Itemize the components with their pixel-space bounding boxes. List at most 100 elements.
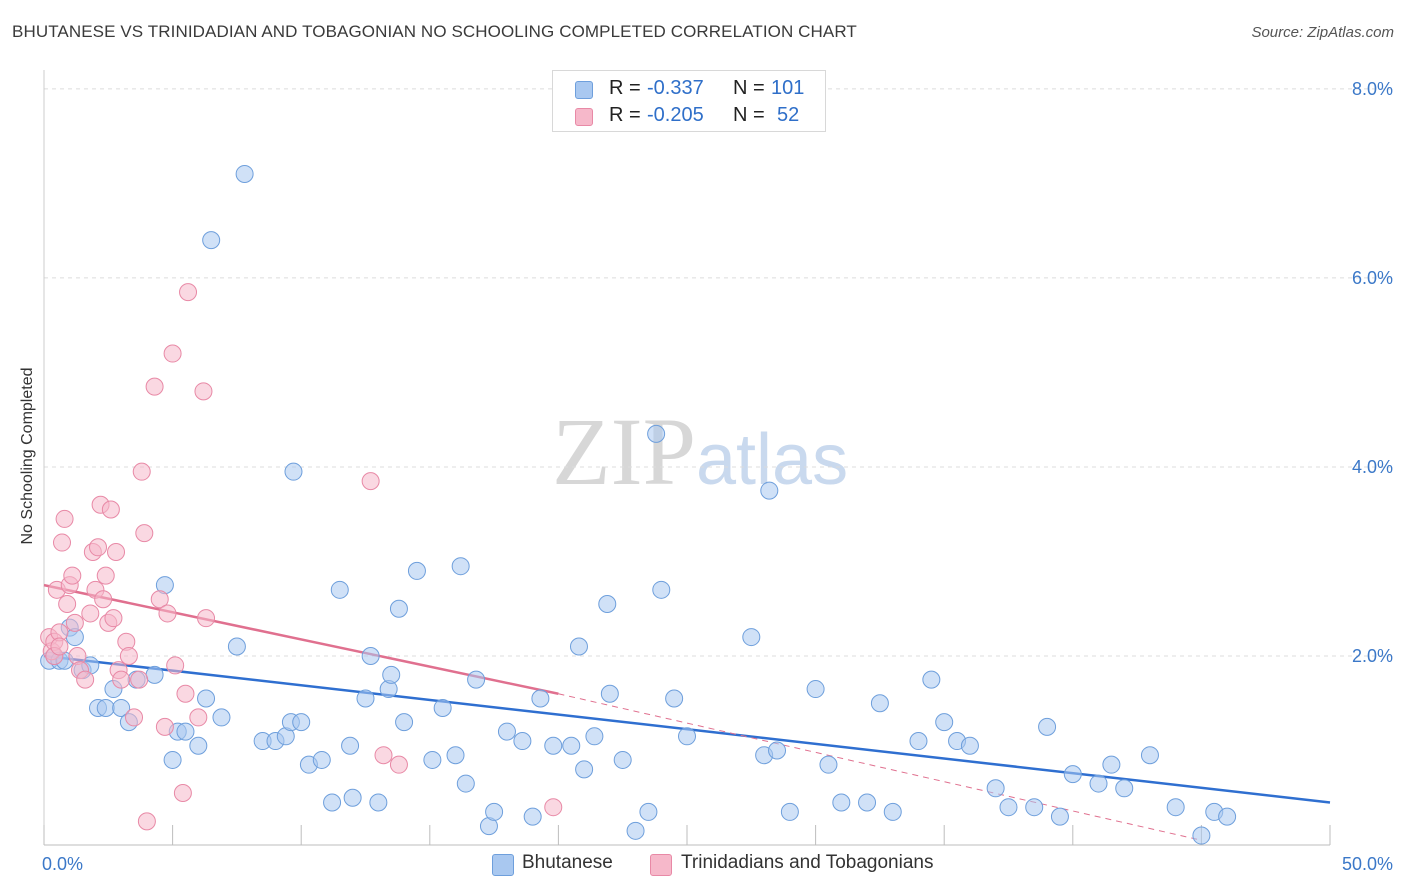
point-trinidadian	[58, 594, 77, 613]
n-value: 101	[771, 77, 805, 99]
point-trinidadian	[155, 717, 174, 736]
stats-swatch-bhutanese	[575, 81, 593, 99]
point-bhutanese	[768, 741, 787, 760]
point-bhutanese	[544, 736, 563, 755]
point-bhutanese	[806, 680, 825, 699]
point-bhutanese	[652, 580, 671, 599]
point-bhutanese	[523, 807, 542, 826]
source-credit: Source: ZipAtlas.com	[1251, 24, 1394, 41]
point-bhutanese	[361, 646, 380, 665]
point-trinidadian	[65, 613, 84, 632]
point-bhutanese	[395, 713, 414, 732]
tick-labels: 2.0% 4.0% 6.0% 8.0% 0.0% 50.0%	[42, 79, 1393, 874]
point-bhutanese	[284, 462, 303, 481]
point-bhutanese	[407, 561, 426, 580]
n-value: 52	[777, 104, 800, 126]
point-bhutanese	[600, 684, 619, 703]
point-bhutanese	[935, 713, 954, 732]
point-bhutanese	[613, 750, 632, 769]
point-trinidadian	[101, 500, 120, 519]
point-bhutanese	[742, 628, 761, 647]
point-bhutanese	[189, 736, 208, 755]
point-trinidadian	[163, 344, 182, 363]
point-bhutanese	[1025, 798, 1044, 817]
point-trinidadian	[130, 670, 149, 689]
point-bhutanese	[96, 698, 115, 717]
point-bhutanese	[446, 746, 465, 765]
point-bhutanese	[562, 736, 581, 755]
point-trinidadian	[197, 609, 216, 628]
point-trinidadian	[176, 684, 195, 703]
point-bhutanese	[858, 793, 877, 812]
point-bhutanese	[433, 698, 452, 717]
point-bhutanese	[569, 637, 588, 656]
correlation-stats-box: R = -0.337 N = 101 R = -0.205 N = 52	[552, 70, 826, 132]
point-bhutanese	[647, 424, 666, 443]
point-bhutanese	[456, 774, 475, 793]
point-trinidadian	[173, 784, 192, 803]
stats-row-trinidadian: R = -0.205 N = 52	[553, 102, 825, 130]
point-bhutanese	[343, 788, 362, 807]
stats-swatch-trinidadian	[575, 108, 593, 126]
point-bhutanese	[423, 750, 442, 769]
point-trinidadian	[63, 566, 82, 585]
point-trinidadian	[104, 609, 123, 628]
point-bhutanese	[163, 750, 182, 769]
point-bhutanese	[819, 755, 838, 774]
point-trinidadian	[89, 538, 108, 557]
point-bhutanese	[389, 599, 408, 618]
y-tick-label: 4.0%	[1352, 457, 1393, 477]
point-trinidadian	[81, 604, 100, 623]
point-bhutanese	[909, 732, 928, 751]
x-tick-label: 0.0%	[42, 854, 83, 874]
point-trinidadian	[166, 656, 185, 675]
point-bhutanese	[665, 689, 684, 708]
point-trinidadian	[125, 708, 144, 727]
data-points	[40, 164, 1237, 845]
point-bhutanese	[1038, 717, 1057, 736]
point-bhutanese	[585, 727, 604, 746]
point-trinidadian	[361, 472, 380, 491]
point-bhutanese	[497, 722, 516, 741]
point-bhutanese	[1050, 807, 1069, 826]
r-value: -0.205	[647, 104, 704, 126]
point-bhutanese	[598, 594, 617, 613]
point-bhutanese	[330, 580, 349, 599]
point-bhutanese	[678, 727, 696, 746]
point-trinidadian	[94, 590, 113, 609]
point-trinidadian	[76, 670, 95, 689]
point-bhutanese	[1115, 779, 1134, 798]
point-bhutanese	[467, 670, 486, 689]
point-bhutanese	[999, 798, 1018, 817]
legend-label-bhutanese: Bhutanese	[522, 852, 613, 873]
point-trinidadian	[544, 798, 563, 817]
point-bhutanese	[531, 689, 550, 708]
point-trinidadian	[137, 812, 156, 831]
n-label: N =	[733, 77, 765, 99]
point-bhutanese	[356, 689, 375, 708]
point-bhutanese	[197, 689, 216, 708]
point-bhutanese	[513, 732, 532, 751]
point-bhutanese	[292, 713, 311, 732]
point-bhutanese	[639, 802, 658, 821]
point-trinidadian	[55, 509, 74, 528]
n-label: N =	[733, 104, 765, 126]
point-bhutanese	[312, 750, 331, 769]
point-bhutanese	[1089, 774, 1108, 793]
point-trinidadian	[96, 566, 115, 585]
point-bhutanese	[341, 736, 360, 755]
legend-swatch-trinidadian	[650, 854, 672, 876]
point-bhutanese	[1140, 746, 1159, 765]
point-bhutanese	[922, 670, 941, 689]
point-bhutanese	[626, 821, 645, 840]
point-trinidadian	[150, 590, 169, 609]
point-bhutanese	[112, 698, 131, 717]
point-trinidadian	[119, 646, 138, 665]
point-trinidadian	[132, 462, 151, 481]
r-label: R =	[609, 77, 641, 99]
point-bhutanese	[1063, 765, 1082, 784]
y-tick-label: 2.0%	[1352, 646, 1393, 666]
point-bhutanese	[145, 665, 164, 684]
y-tick-label: 8.0%	[1352, 79, 1393, 99]
